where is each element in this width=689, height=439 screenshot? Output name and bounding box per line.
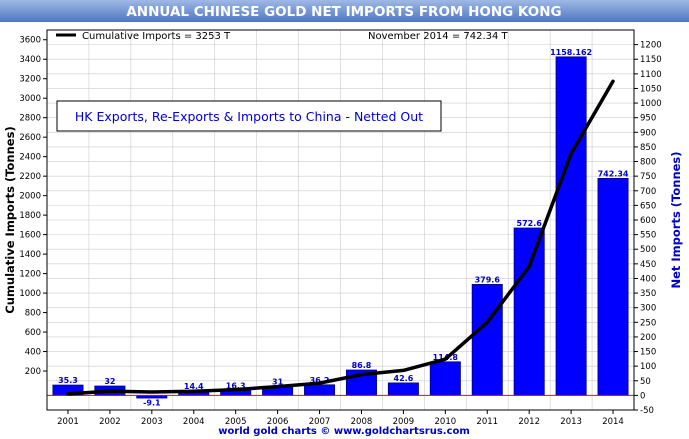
bar [597,177,629,396]
right-axis-ticks: -50 0 50 100 150 200 250 300 350 400 450 500 550 600 6… [634,41,662,416]
right-tick-label: 950 [640,114,656,124]
bar-label: 742.34 [598,169,629,178]
right-tick-label: 600 [640,216,656,226]
left-tick-label: 1000 [19,289,41,299]
x-tick-label: 2005 [225,417,247,427]
chart-title: ANNUAL CHINESE GOLD NET IMPORTS FROM HON… [126,4,561,20]
x-tick-label: 2001 [57,417,79,427]
legend-latest-label: November 2014 = 742.34 T [368,31,509,42]
left-tick-label: 400 [25,348,41,358]
right-tick-label: 550 [640,231,656,241]
left-tick-label: 1600 [19,231,41,241]
right-tick-label: 300 [640,304,656,314]
bar [429,361,461,396]
x-tick-label: 2010 [435,417,457,427]
left-tick-label: 2400 [19,153,41,163]
left-tick-label: 2800 [19,114,41,124]
right-tick-label: 1050 [640,84,662,94]
left-tick-label: 1800 [19,211,41,221]
x-tick-label: 2012 [518,417,540,427]
x-tick-label: 2013 [560,417,582,427]
right-tick-label: 150 [640,348,656,358]
bar-label: 32 [104,377,115,386]
right-tick-label: 450 [640,260,656,270]
x-tick-label: 2003 [141,417,163,427]
right-tick-label: 0 [640,391,645,401]
left-tick-label: 1400 [19,250,41,260]
left-tick-label: 200 [25,367,41,377]
left-tick-label: 600 [25,328,41,338]
x-tick-label: 2002 [99,417,121,427]
x-tick-label: 2004 [183,417,205,427]
legend-line-label: Cumulative Imports = 3253 T [82,31,231,42]
right-tick-label: 850 [640,143,656,153]
annotation-box [56,100,442,132]
bar [387,382,419,396]
x-tick-label: 2007 [309,417,331,427]
bar-label: 16.3 [226,382,246,391]
bar-label: 31 [272,377,284,386]
left-tick-label: 3600 [19,36,41,46]
left-tick-label: 1200 [19,270,41,280]
right-tick-label: 1100 [640,70,662,80]
left-tick-label: 3000 [19,94,41,104]
x-tick-label: 2009 [393,417,415,427]
left-tick-label: 2000 [19,192,41,202]
right-tick-label: 800 [640,158,656,168]
bar-label: 35.3 [58,376,78,385]
title-banner [0,0,689,22]
bar [513,227,545,396]
right-tick-label: 1200 [640,41,662,51]
bar-label: 86.8 [352,361,372,370]
bar-label: 14.4 [184,382,204,391]
bar-label: 1158.162 [550,48,592,57]
bar [471,284,503,396]
right-tick-label: 400 [640,274,656,284]
bar [555,56,587,396]
right-tick-label: 50 [640,377,651,387]
right-tick-label: 700 [640,187,656,197]
x-tick-label: 2014 [602,417,624,427]
bar-label: -9.1 [143,398,161,407]
annotation-text: HK Exports, Re-Exports & Imports to Chin… [75,109,423,124]
left-axis-ticks: 200 400 600 800 1000 1200 1400 1600 1800 2000 2200… [19,36,47,377]
right-tick-label: 1150 [640,55,662,65]
left-tick-label: 800 [25,309,41,319]
right-tick-label: 900 [640,128,656,138]
left-axis-label: Cumulative Imports (Tonnes) [3,126,17,313]
left-tick-label: 3200 [19,75,41,85]
footer-credit: world gold charts © www.goldchartsrus.co… [218,426,470,437]
right-tick-label: 650 [640,201,656,211]
bar-label: 572.6 [517,219,543,228]
cumulative-line [66,79,615,396]
right-tick-label: 1000 [640,99,662,109]
bar [304,384,336,396]
x-tick-label: 2006 [267,417,289,427]
bar-label: 379.6 [475,275,501,284]
x-axis-ticks: 2001 2002 2003 2004 2005 2006 2007 2008 2009 2010… [57,410,624,427]
bar-label: 36.2 [310,376,330,385]
left-tick-label: 2600 [19,133,41,143]
bar-label: 42.6 [394,374,414,383]
left-tick-label: 2200 [19,172,41,182]
right-tick-label: 750 [640,172,656,182]
left-tick-label: 3400 [19,55,41,65]
right-tick-label: 200 [640,333,656,343]
right-tick-label: 100 [640,362,656,372]
right-axis-label: Net Imports (Tonnes) [669,151,683,288]
right-tick-label: 250 [640,318,656,328]
x-tick-label: 2008 [351,417,373,427]
x-tick-label: 2011 [476,417,498,427]
right-tick-label: 350 [640,289,656,299]
right-tick-label: -50 [640,406,654,416]
right-tick-label: 500 [640,245,656,255]
